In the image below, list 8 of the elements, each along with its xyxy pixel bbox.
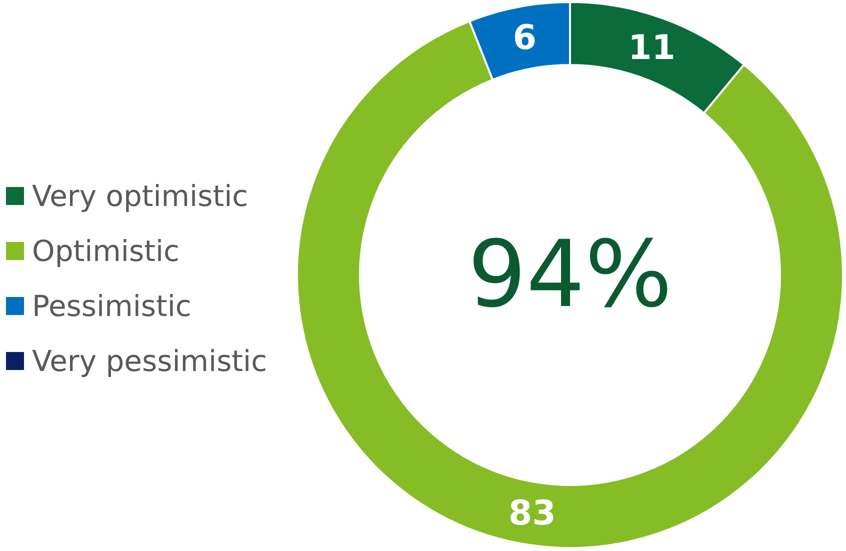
- legend-label: Optimistic: [32, 234, 180, 268]
- legend-label: Pessimistic: [32, 288, 192, 322]
- legend-label: Very optimistic: [32, 178, 248, 212]
- data-label: 11: [628, 28, 676, 68]
- data-label: 6: [512, 18, 537, 58]
- data-label: 83: [508, 494, 556, 534]
- text: 94%: [466, 220, 674, 330]
- legend-label: Very pessimistic: [32, 344, 268, 378]
